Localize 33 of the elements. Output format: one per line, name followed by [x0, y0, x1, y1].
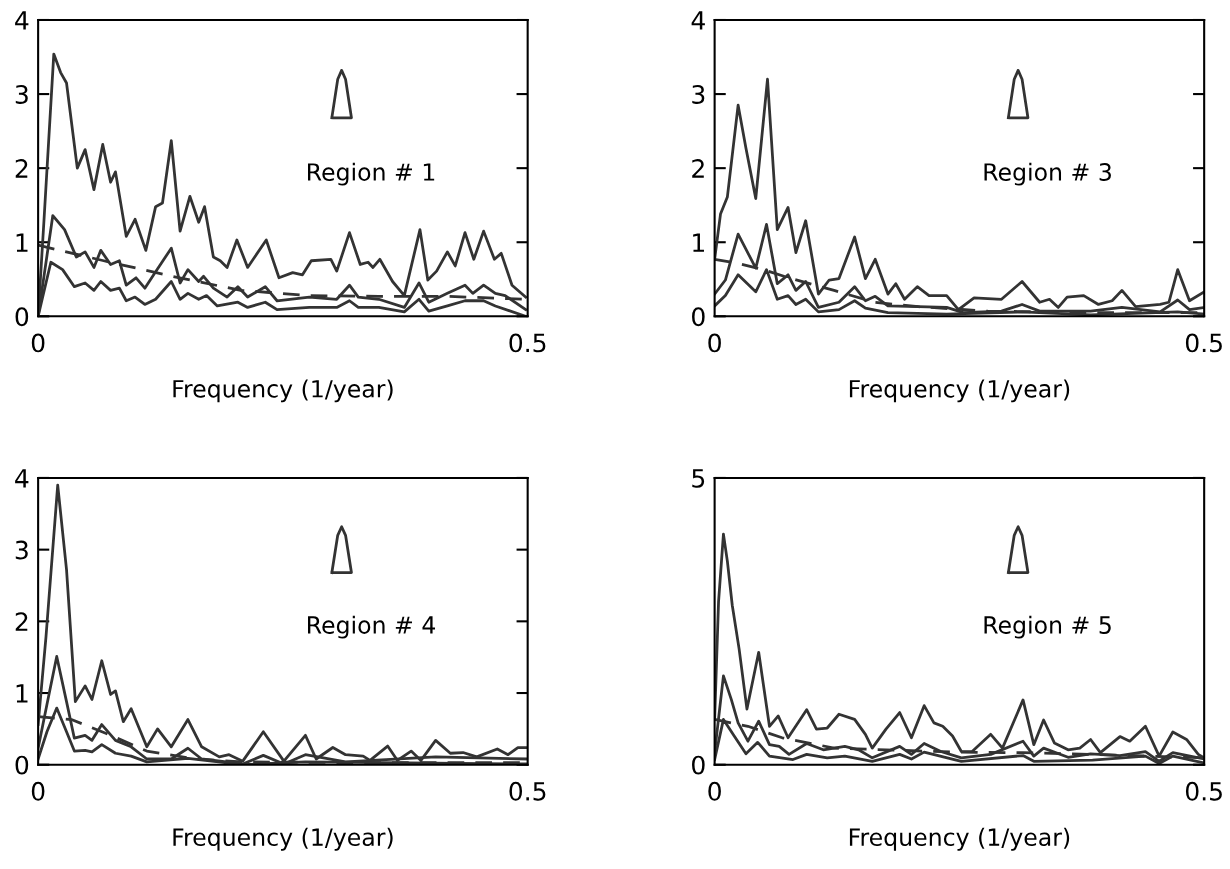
x-tick-label: 0.5 — [1185, 333, 1222, 353]
y-tick-label: 1 — [16, 233, 28, 252]
annotation: Region # 1 — [308, 162, 435, 186]
x-axis-title: Frequency (1/year) — [173, 827, 393, 851]
y-tick-label: 1 — [693, 233, 704, 252]
x-axis-title: Frequency (1/year) — [849, 827, 1070, 851]
y-tick-label: 1 — [16, 684, 28, 703]
x-tick-label: 0.5 — [509, 781, 546, 801]
x-tick-label: 0.5 — [509, 333, 546, 353]
x-tick-label: 0 — [708, 333, 721, 353]
y-tick-label: 2 — [15, 612, 28, 631]
x-tick-label: 0.5 — [1185, 781, 1222, 801]
annotation: Region # 5 — [984, 615, 1111, 639]
annotation: Region # 3 — [984, 162, 1111, 186]
x-axis-title: Frequency (1/year) — [173, 379, 393, 403]
y-tick-label: 4 — [691, 11, 705, 30]
x-tick-label: 0 — [31, 781, 45, 801]
y-tick-label: 0 — [692, 755, 705, 775]
x-axis-title: Frequency (1/year) — [849, 379, 1070, 403]
y-tick-label: 0 — [692, 307, 705, 327]
y-tick-label: 0 — [15, 755, 29, 775]
annotation: Region # 4 — [308, 615, 436, 639]
y-tick-label: 2 — [692, 159, 704, 178]
y-tick-label: 3 — [692, 85, 705, 104]
y-tick-label: 5 — [692, 469, 705, 488]
y-tick-label: 4 — [15, 469, 29, 488]
x-tick-label: 0 — [31, 333, 45, 353]
y-tick-label: 2 — [15, 159, 28, 178]
y-tick-label: 4 — [15, 11, 29, 30]
y-tick-label: 3 — [15, 85, 28, 104]
x-tick-label: 0 — [708, 781, 721, 801]
y-tick-label: 0 — [15, 307, 29, 327]
y-tick-label: 3 — [15, 540, 28, 560]
